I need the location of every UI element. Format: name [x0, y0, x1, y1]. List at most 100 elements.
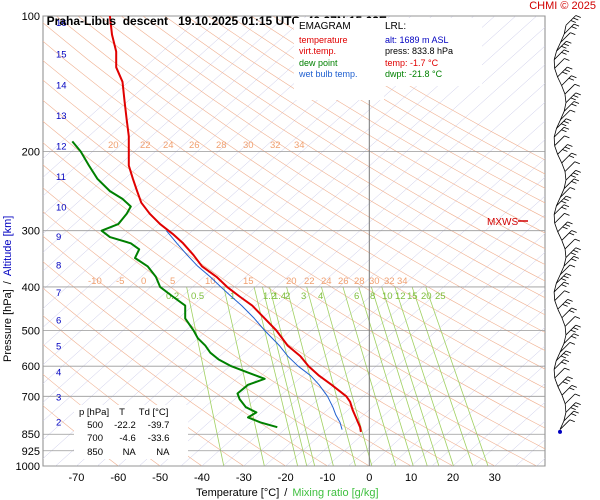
wind-barb-staff	[559, 342, 571, 353]
wind-barb-feather	[573, 172, 579, 176]
wind-barb-staff	[563, 333, 575, 344]
temperature-tick-label: 0	[366, 472, 372, 484]
wind-barb-feather	[563, 43, 569, 47]
wind-barb-feather	[571, 152, 577, 156]
wind-barb-staff	[554, 213, 565, 224]
theta-label-upper: 22	[140, 140, 151, 151]
wind-barb-feather	[571, 413, 577, 417]
isoline-labels: 20 22 24 26 28 30 32 34-10 -5 0 5 10 15 20 22 24 26 28 30 3…	[88, 140, 446, 302]
theta-label-lower: 24	[321, 276, 332, 287]
wind-barb-feather	[562, 303, 568, 307]
wind-barb-staff	[561, 75, 572, 86]
wind-barb-feather	[566, 40, 572, 44]
wind-profile-segment	[556, 197, 561, 207]
isotherm-line	[43, 16, 244, 197]
wind-barb-staff	[554, 367, 565, 379]
summary-table: p [hPa] T Td [°C] 500 -22.2 -39.7 700 -4.6-…	[74, 405, 188, 459]
wind-barb-feather	[570, 109, 576, 113]
mixing-ratio-label: 4	[318, 291, 323, 302]
mixing-ratio-label: 3	[301, 291, 306, 302]
wind-barb-staff	[564, 84, 576, 95]
wind-barb-feather	[569, 387, 575, 391]
wind-barb-feather	[571, 230, 577, 233]
legend-item-temperature: temperature	[299, 34, 348, 45]
legend-item-virt-temp: virt.temp.	[299, 46, 337, 56]
grid	[43, 15, 545, 467]
isotherm-line	[536, 458, 545, 466]
wind-profile-segment	[557, 231, 563, 241]
temperature-tick-label: -30	[236, 472, 252, 484]
altitude-tick-label: 12	[56, 142, 67, 153]
wind-profile-segment	[564, 248, 567, 258]
isotherm-line	[410, 345, 545, 466]
wind-barb-feather	[570, 407, 576, 410]
theta-label-upper: 24	[163, 140, 174, 151]
wind-profile-segment	[557, 76, 562, 86]
wind-barb-feather	[570, 97, 576, 101]
wind-barb-staff	[553, 49, 565, 60]
dry-adiabat-line	[56, 16, 545, 333]
theta-label-upper: 26	[189, 140, 200, 151]
mixing-ratio-line	[223, 286, 265, 466]
wind-barb-feather	[564, 146, 571, 150]
pressure-tick-label: 600	[22, 361, 40, 373]
table-row: 850 NA NA	[87, 446, 170, 458]
theta-label-lower: 30	[369, 276, 380, 287]
wind-profile-segment	[563, 412, 567, 422]
wind-profile-segment	[564, 171, 567, 181]
isotherm-line	[431, 364, 545, 466]
wind-barb-staff	[554, 58, 565, 69]
isotherm-line	[264, 214, 545, 466]
wind-barb-staff	[559, 419, 571, 430]
theta-label-upper: 20	[108, 140, 119, 151]
isotherm-line	[43, 16, 286, 234]
wind-profile-segment	[554, 300, 559, 310]
temperature-tick-label: -70	[69, 472, 85, 484]
mixing-ratio-label: 6	[354, 291, 359, 302]
isotherm-line	[327, 270, 545, 466]
wind-barb-feather	[575, 169, 581, 173]
temperature-tick-label: 20	[447, 472, 459, 484]
wind-barb-feather	[568, 77, 575, 81]
theta-label-lower: -5	[116, 276, 124, 287]
dry-adiabat-line	[164, 16, 545, 249]
wind-profile-segment	[553, 128, 557, 138]
table-header-row: p [hPa] T Td [°C]	[77, 407, 170, 419]
wind-barb-staff	[563, 410, 574, 422]
wind-profile-segment	[553, 360, 557, 370]
theta-label-lower: 20	[286, 276, 297, 287]
wind-profile-segment	[563, 102, 567, 112]
wind-barb-staff	[561, 152, 572, 164]
isotherm-line	[578, 16, 600, 466]
wind-barb-staff	[564, 316, 576, 327]
wind-profile-segment	[555, 274, 561, 284]
legend-box: EMAGRAM temperature virt.temp. dew point…	[294, 18, 384, 100]
y-axis-title: Pressure [hPa] / Altitude [km]	[2, 216, 14, 362]
wind-barb-staff	[553, 204, 565, 215]
wind-barb-feather	[564, 224, 571, 227]
wind-barb-feather	[570, 252, 576, 256]
mixing-ratio-label: 12	[395, 291, 406, 302]
dry-adiabat-line	[43, 60, 545, 389]
dry-adiabat-line	[207, 16, 545, 219]
wind-barb-feather	[569, 341, 576, 345]
mixing-ratio-label: 0.5	[191, 291, 204, 302]
theta-label-upper: 34	[294, 140, 305, 151]
dry-adiabat-line	[142, 16, 545, 265]
pressure-tick-label: 200	[22, 146, 40, 158]
wind-barb-feather	[573, 327, 579, 331]
wind-barb-feather	[567, 221, 573, 225]
ylabel-separator: /	[2, 280, 14, 284]
mixing-ratio-label: 8	[370, 291, 375, 302]
wind-barb-feather	[563, 281, 570, 285]
station-name: Praha-Libus	[46, 14, 117, 28]
wind-barb-feather	[570, 174, 576, 178]
wind-barb-feather	[571, 258, 577, 262]
wind-barb-feather	[561, 52, 567, 55]
altitude-tick-label: 14	[56, 81, 67, 92]
dry-adiabat-line	[99, 16, 545, 299]
wind-barb-feather	[561, 200, 567, 204]
mixing-ratio-line	[321, 286, 373, 466]
wind-barb-feather	[561, 129, 567, 133]
wind-barb-staff	[559, 264, 571, 276]
